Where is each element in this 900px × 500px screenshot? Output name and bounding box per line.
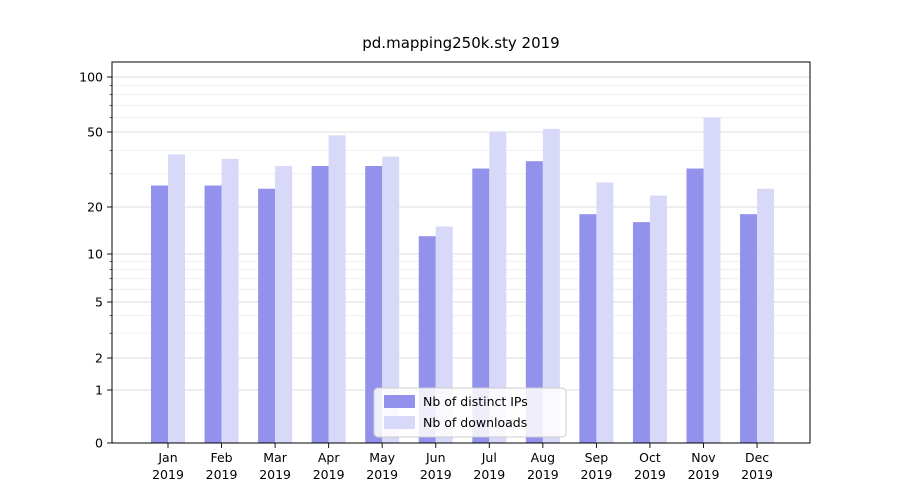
legend-box xyxy=(373,387,567,438)
x-tick-label-year: 2019 xyxy=(152,467,184,482)
bar-distinct-ips xyxy=(258,188,276,443)
x-tick-label-year: 2019 xyxy=(206,467,238,482)
bar-downloads xyxy=(542,128,560,443)
x-tick-label-month: Oct xyxy=(639,450,661,465)
bar-downloads xyxy=(221,158,239,444)
x-tick-label-year: 2019 xyxy=(259,467,291,482)
y-tick-label: 50 xyxy=(87,125,103,140)
y-tick-label: 10 xyxy=(87,247,103,262)
bar-downloads xyxy=(328,135,346,443)
bar-distinct-ips xyxy=(579,214,597,443)
legend: Nb of distinct IPs Nb of downloads xyxy=(373,387,567,438)
bar-downloads xyxy=(649,195,667,443)
x-tick-label-month: Nov xyxy=(691,450,716,465)
x-tick-label-year: 2019 xyxy=(634,467,666,482)
bar-distinct-ips xyxy=(525,161,543,444)
bar-downloads xyxy=(757,188,775,443)
y-tick-label: 1 xyxy=(95,383,103,398)
x-tick-label-month: Jul xyxy=(481,450,497,465)
chart-title: pd.mapping250k.sty 2019 xyxy=(362,34,559,52)
x-tick-label-month: Sep xyxy=(585,450,609,465)
x-tick-label-month: Apr xyxy=(318,450,340,465)
x-tick-label-year: 2019 xyxy=(688,467,720,482)
bar-downloads xyxy=(168,154,185,443)
bar-distinct-ips xyxy=(311,166,329,443)
x-tick-label-month: Dec xyxy=(745,450,769,465)
x-tick-label-month: Feb xyxy=(210,450,232,465)
legend-label-downloads: Nb of downloads xyxy=(423,415,527,430)
x-tick-label-month: Jun xyxy=(425,450,446,465)
bar-downloads xyxy=(703,117,721,443)
bar-distinct-ips xyxy=(365,166,383,443)
bar-distinct-ips xyxy=(740,214,758,443)
x-tick-label-year: 2019 xyxy=(473,467,505,482)
x-tick-label-year: 2019 xyxy=(420,467,452,482)
x-tick-label-year: 2019 xyxy=(313,467,345,482)
plot-area: 0 1 2 5 10 20 50 100 Jan 2019 Feb 2019 Mar 2019 Apr 201… xyxy=(79,61,811,482)
bar-downloads xyxy=(382,156,400,443)
x-tick-label-year: 2019 xyxy=(527,467,559,482)
bar-distinct-ips xyxy=(632,222,650,443)
y-tick-label: 0 xyxy=(95,436,103,451)
bar-distinct-ips xyxy=(472,168,490,444)
legend-swatch-downloads xyxy=(384,416,415,429)
y-tick-label: 100 xyxy=(79,70,103,85)
x-tick-label-year: 2019 xyxy=(580,467,612,482)
bar-downloads xyxy=(489,132,507,443)
bar-distinct-ips xyxy=(204,185,222,443)
y-tick-label: 20 xyxy=(87,200,103,215)
x-tick-label-month: Mar xyxy=(263,450,287,465)
legend-label-distinct-ips: Nb of distinct IPs xyxy=(423,394,528,409)
plot-frame xyxy=(111,61,811,444)
x-tick-label-month: May xyxy=(369,450,395,465)
x-tick-label-month: Jan xyxy=(157,450,177,465)
y-tick-label: 5 xyxy=(95,295,103,310)
bar-downloads xyxy=(596,182,614,443)
y-tick-label: 2 xyxy=(95,351,103,366)
bar-distinct-ips xyxy=(151,185,168,443)
x-tick-label-month: Aug xyxy=(531,450,555,465)
legend-swatch-distinct-ips xyxy=(384,395,415,408)
bar-downloads xyxy=(275,166,293,443)
x-tick-label-year: 2019 xyxy=(366,467,398,482)
x-tick-label-year: 2019 xyxy=(741,467,773,482)
bar-distinct-ips xyxy=(686,168,704,444)
